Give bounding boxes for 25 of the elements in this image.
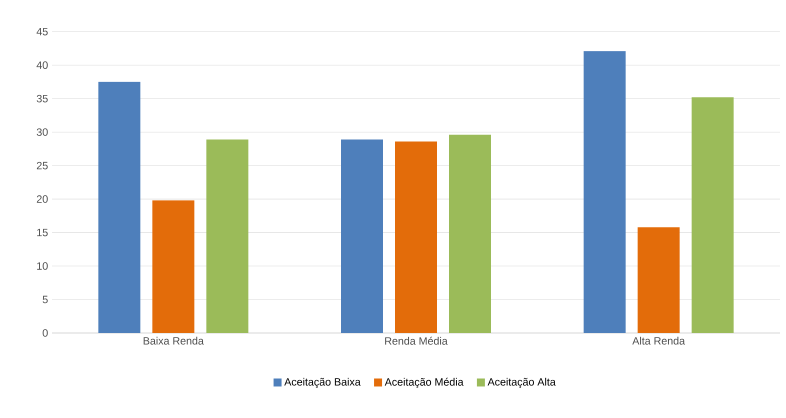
bar [98, 82, 140, 333]
bar [584, 51, 626, 333]
y-tick-label: 45 [36, 28, 48, 36]
y-tick-label: 25 [36, 162, 48, 170]
x-tick-label: Alta Renda [632, 336, 686, 345]
bar [341, 139, 384, 333]
y-tick-label: 40 [36, 61, 48, 69]
bar [395, 141, 437, 333]
x-tick-label: Baixa Renda [144, 336, 204, 345]
bar [152, 200, 194, 333]
legend-label: Aceitação Baixa [284, 378, 361, 388]
bar [638, 227, 680, 333]
legend-label: Aceitação Alta [488, 378, 556, 388]
bar [449, 134, 491, 333]
y-tick-label: 15 [37, 228, 48, 236]
bar [206, 139, 248, 333]
y-tick-label: 0 [42, 329, 48, 337]
y-tick-label: 5 [42, 296, 48, 304]
legend-label: Aceitação Média [384, 378, 464, 388]
y-tick-label: 10 [37, 262, 48, 270]
x-tick-label: Renda Média [385, 336, 448, 345]
y-tick-label: 20 [36, 195, 48, 203]
y-tick-label: 35 [36, 94, 48, 102]
y-tick-label: 30 [36, 128, 48, 136]
bar [692, 97, 734, 333]
